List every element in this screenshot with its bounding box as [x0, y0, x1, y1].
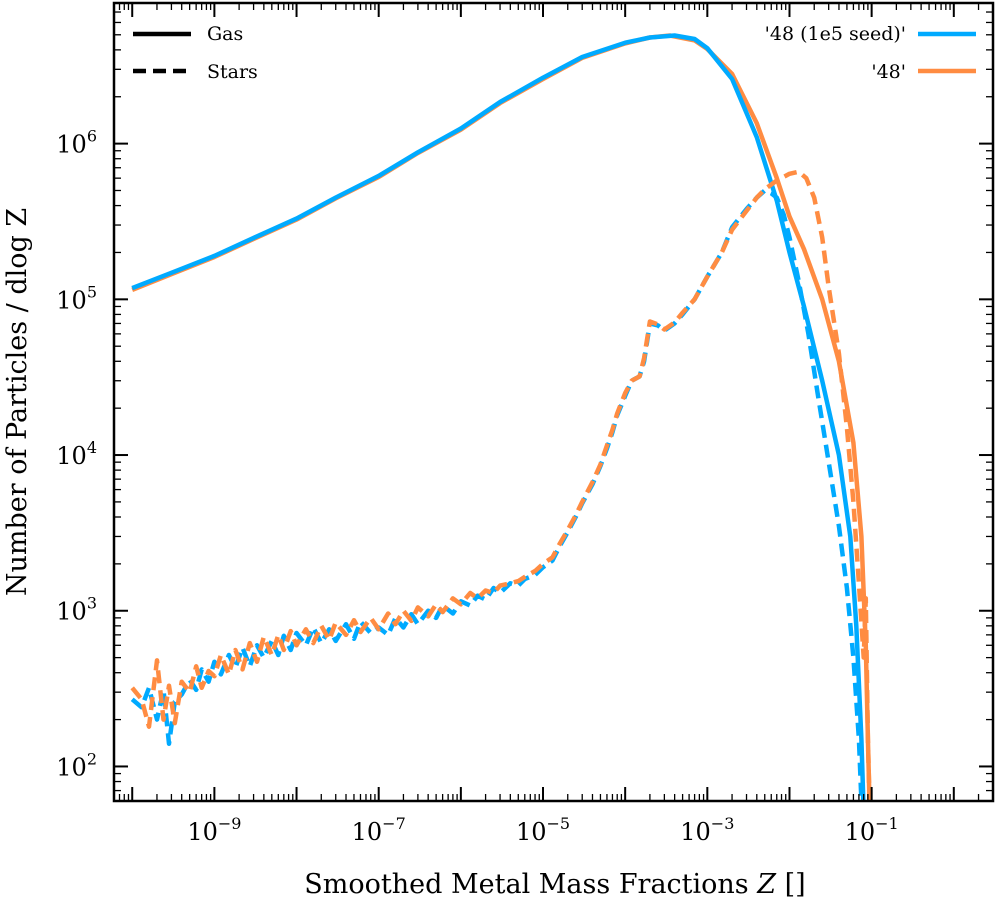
y-tick-label-4: 106 — [56, 127, 97, 159]
legend-stars-label: Stars — [207, 61, 258, 83]
y-tick-labels: 102 103 104 105 106 — [56, 127, 97, 782]
series-line-3 — [130, 169, 872, 801]
y-tick-label-2: 104 — [56, 438, 97, 470]
y-tick-label-1: 103 — [56, 594, 97, 626]
x-axis-label-unit: [] — [785, 869, 806, 900]
x-tick-label-2: 10−5 — [516, 814, 570, 846]
series-line-0 — [131, 33, 866, 801]
x-axis-label-text: Smoothed Metal Mass Fractions — [304, 869, 748, 900]
legend-gas-label: Gas — [207, 23, 243, 45]
series-layer — [130, 33, 872, 801]
plot-frame — [112, 1, 995, 803]
x-tick-label-0: 10−9 — [187, 814, 241, 846]
legend-run2-label: '48' — [871, 61, 906, 83]
x-tick-labels: 10−9 10−7 10−5 10−3 10−1 — [187, 814, 898, 846]
legend-run1-label: '48 (1e5 seed)' — [765, 23, 906, 45]
y-axis-label: Number of Particles / dlog Z — [2, 208, 33, 596]
legend: Gas Stars '48 (1e5 seed)' '48' — [133, 23, 976, 83]
x-tick-label-4: 10−1 — [845, 814, 899, 846]
x-axis-label: Smoothed Metal Mass Fractions Z [] — [304, 869, 805, 900]
y-tick-label-3: 105 — [56, 282, 97, 314]
x-tick-label-3: 10−3 — [680, 814, 734, 846]
x-axis-label-symbol: Z — [756, 869, 777, 900]
y-tick-label-0: 102 — [56, 749, 97, 781]
x-tick-label-1: 10−7 — [352, 814, 406, 846]
